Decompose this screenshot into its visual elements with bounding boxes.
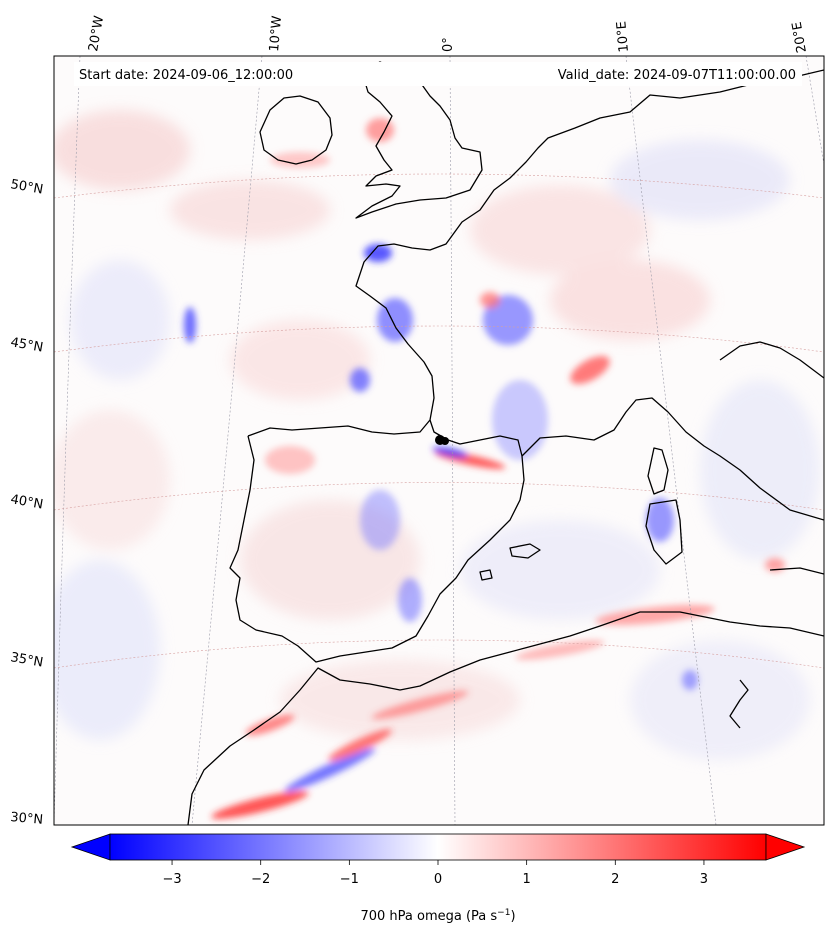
colorbar-extend-max	[765, 833, 806, 861]
header-bar	[74, 62, 802, 86]
colorbar: −3 −2 −1 0 1 2 3 700 hPa omega (Pa s−1)	[70, 833, 806, 924]
colorbar-tick-label: 2	[611, 872, 619, 887]
colorbar-label-main: 700 hPa omega (Pa s	[360, 909, 497, 924]
lon-label-10w: 10°W	[267, 15, 285, 52]
colorbar-label: 700 hPa omega (Pa s−1)	[360, 908, 515, 924]
colorbar-gradient	[109, 833, 767, 861]
colorbar-tick-label: 0	[434, 872, 442, 887]
omega-field	[54, 110, 820, 819]
colorbar-tick-label: 1	[523, 872, 531, 887]
colorbar-tick-label: −1	[340, 872, 359, 887]
map-panel: Start date: 2024-09-06_12:00:00 Valid_da…	[53, 55, 825, 826]
coastlines	[187, 61, 824, 825]
colorbar-extend-min	[70, 833, 111, 861]
map-frame	[53, 55, 825, 826]
latitude-labels: 50°N 45°N 40°N 35°N 30°N	[9, 177, 44, 828]
colorbar-tick-label: −2	[251, 872, 270, 887]
lat-label-35n: 35°N	[9, 650, 44, 670]
valid-date-text: Valid_date: 2024-09-07T11:00:00.00	[558, 68, 796, 83]
lon-label-20e: 20°E	[790, 21, 810, 54]
colorbar-tick-label: −3	[162, 872, 181, 887]
colorbar-tick-label: 3	[700, 872, 708, 887]
start-date-text: Start date: 2024-09-06_12:00:00	[79, 68, 293, 83]
location-dot-icon	[435, 435, 449, 445]
colorbar-ticks: −3 −2 −1 0 1 2 3	[162, 860, 708, 887]
lon-label-0: 0°	[441, 37, 456, 52]
colorbar-label-exponent: −1	[497, 908, 510, 918]
lat-label-40n: 40°N	[9, 492, 44, 512]
graticule	[54, 56, 824, 825]
lon-label-10e: 10°E	[614, 21, 632, 53]
longitude-labels: 20°W 10°W 0° 10°E 20°E	[86, 15, 810, 54]
colorbar-label-end: )	[510, 909, 515, 924]
lon-label-20w: 20°W	[86, 15, 107, 53]
lat-label-30n: 30°N	[10, 810, 44, 828]
lat-label-45n: 45°N	[9, 335, 44, 355]
lat-label-50n: 50°N	[9, 177, 44, 197]
